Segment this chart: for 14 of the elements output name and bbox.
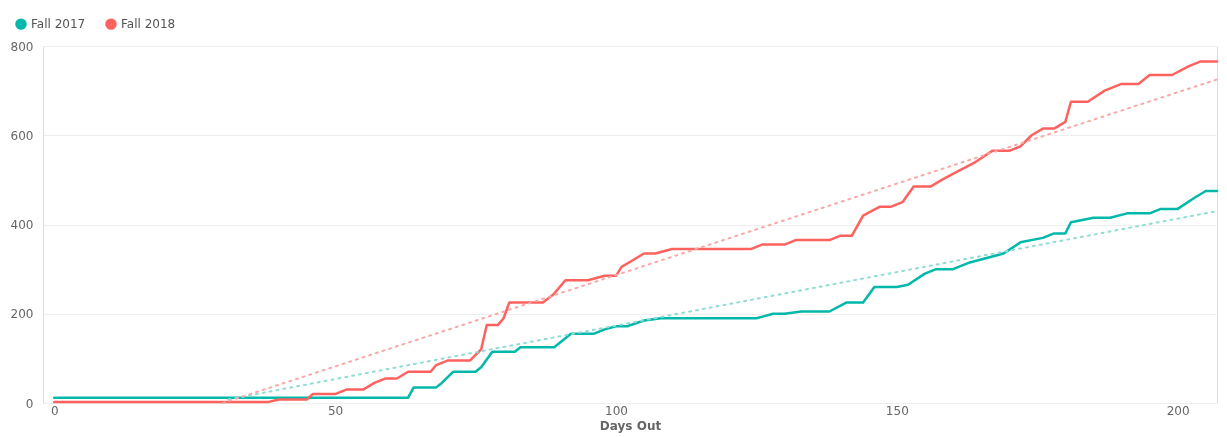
x-tick-label: 50 — [327, 403, 344, 418]
line-series — [52, 189, 1219, 399]
x-tick-label: 200 — [1166, 403, 1190, 418]
x-axis-title: Days Out — [599, 418, 662, 433]
x-tick-label: 100 — [605, 403, 628, 418]
y-tick-label: 400 — [10, 218, 34, 232]
line-series — [52, 60, 1219, 404]
x-tick-label: 150 — [885, 403, 909, 418]
y-tick-label: 200 — [10, 307, 34, 322]
x-tick-label: 0 — [50, 403, 59, 418]
legend-label: Fall 2017 — [31, 17, 86, 32]
legend-label: Fall 2018 — [121, 17, 176, 32]
y-tick-label: 600 — [10, 128, 34, 143]
y-tick-label: 800 — [10, 39, 34, 54]
